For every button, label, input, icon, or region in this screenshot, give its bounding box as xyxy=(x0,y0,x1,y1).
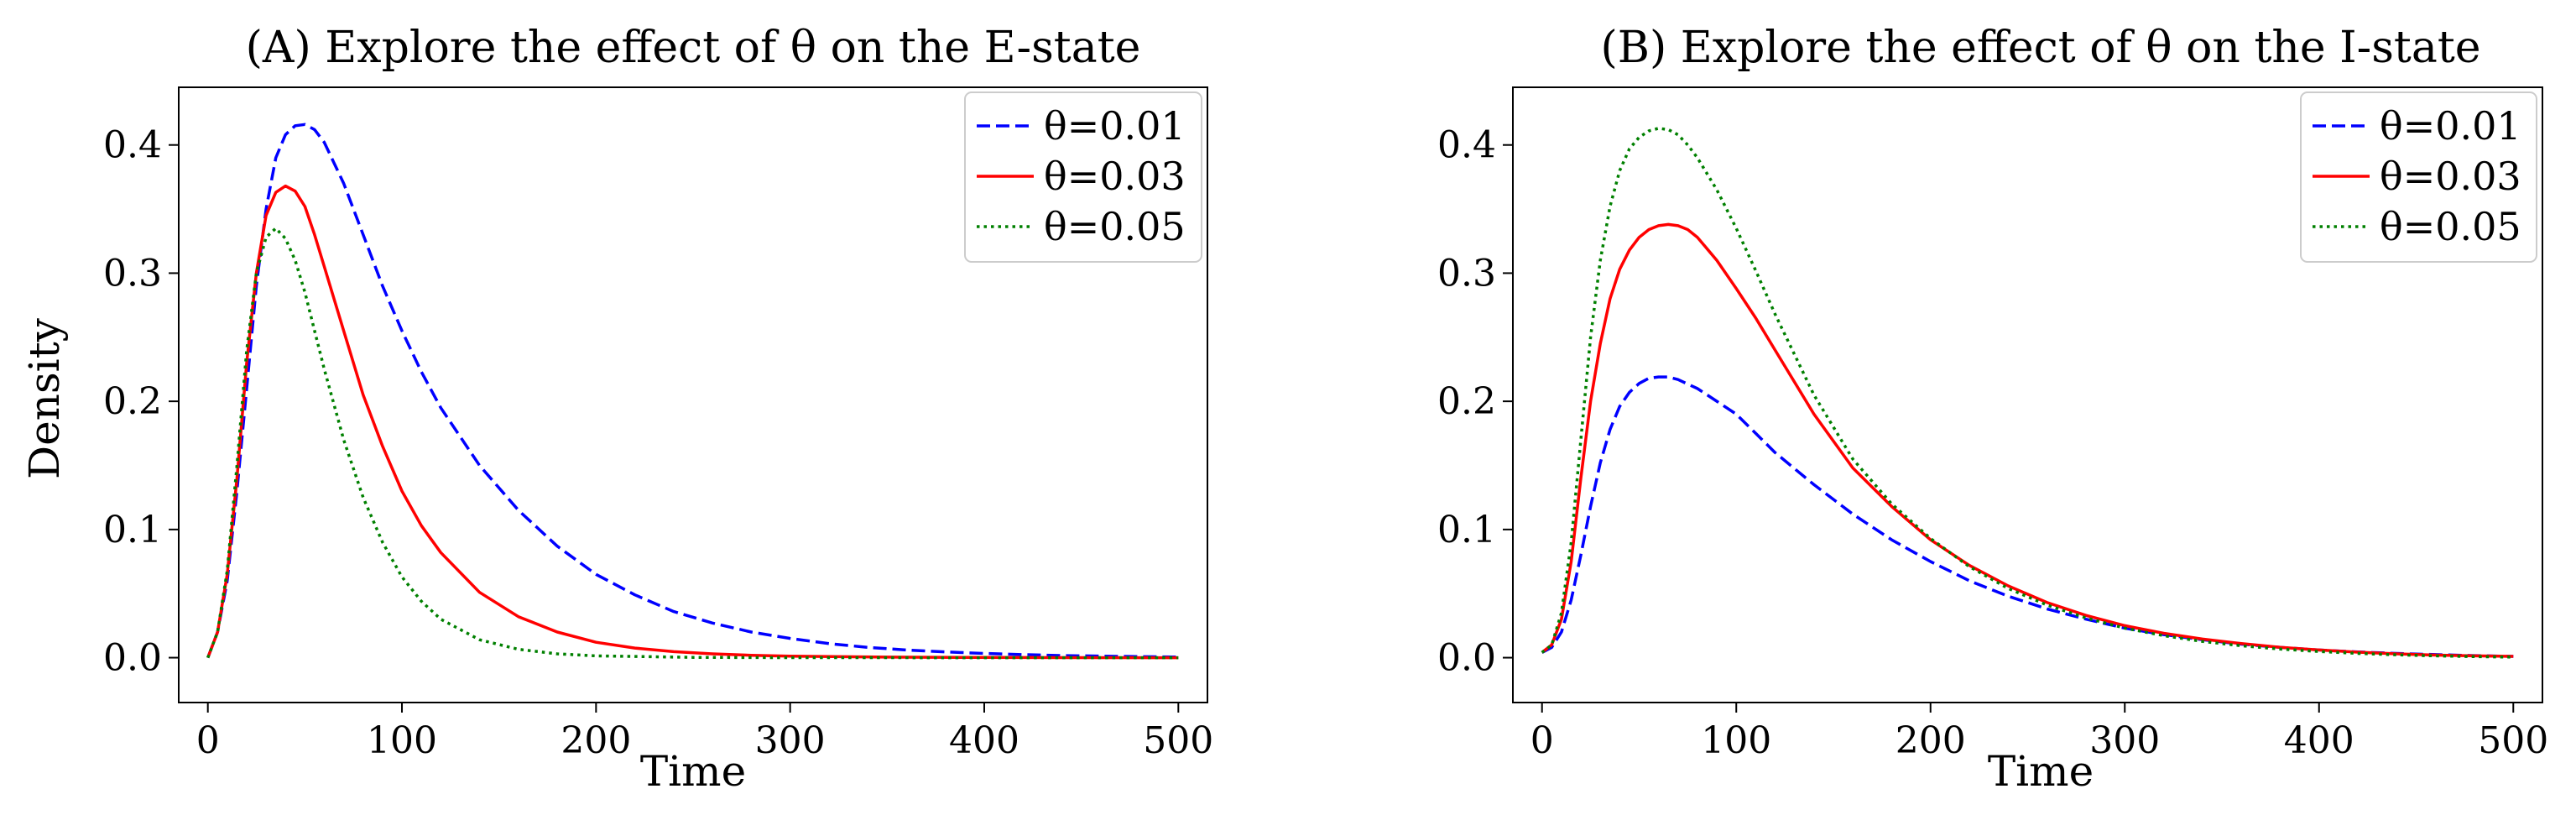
y-tick-label: 0.2 xyxy=(1437,380,1496,423)
y-tick-label: 0.0 xyxy=(103,637,162,680)
y-axis-label-a: Density xyxy=(20,317,69,479)
x-axis-label-a: Time xyxy=(640,747,746,796)
legend-label: θ=0.01 xyxy=(1044,103,1186,149)
y-tick-label: 0.2 xyxy=(103,380,162,423)
series-line-3 xyxy=(206,227,1179,660)
chart-title-b: (B) Explore the effect of θ on the I-sta… xyxy=(1600,23,2480,73)
chart-panel-a: (A) Explore the effect of θ on the E-sta… xyxy=(20,23,1213,796)
x-tick-label: 300 xyxy=(755,719,826,762)
x-tick-label: 500 xyxy=(2478,719,2548,762)
legend-label: θ=0.05 xyxy=(1044,204,1186,249)
x-axis-label-b: Time xyxy=(1988,747,2094,796)
plot-frame-a xyxy=(178,86,1208,703)
legend-label: θ=0.01 xyxy=(2380,103,2521,149)
y-tick-label: 0.1 xyxy=(1437,509,1496,551)
x-tick-label: 400 xyxy=(949,719,1019,762)
legend-label: θ=0.03 xyxy=(1044,154,1186,199)
series-line-1 xyxy=(206,123,1179,659)
y-ticks-b: 0.0 0.1 0.2 0.3 0.4 xyxy=(1437,124,1513,680)
x-tick-label: 200 xyxy=(1895,719,1966,762)
legend-label: θ=0.05 xyxy=(2380,204,2521,249)
x-tick-label: 0 xyxy=(1530,719,1554,762)
x-tick-label: 500 xyxy=(1143,719,1213,762)
series-line-3 xyxy=(1541,127,2514,659)
plot-frame-b xyxy=(1512,86,2543,703)
legend-label: θ=0.03 xyxy=(2380,154,2521,199)
legend-a: θ=0.01 θ=0.03 θ=0.05 xyxy=(964,91,1202,263)
chart-panel-b: (B) Explore the effect of θ on the I-sta… xyxy=(1437,23,2548,796)
series-line-2 xyxy=(1541,222,2514,658)
y-tick-label: 0.3 xyxy=(103,252,162,295)
legend-b: θ=0.01 θ=0.03 θ=0.05 xyxy=(2300,91,2537,263)
y-tick-label: 0.0 xyxy=(1437,637,1496,680)
x-tick-label: 400 xyxy=(2284,719,2354,762)
x-ticks-b: 0 100 200 300 400 500 xyxy=(1530,703,2548,762)
x-tick-label: 300 xyxy=(2089,719,2160,762)
legend-box xyxy=(964,91,1202,263)
legend-box xyxy=(2300,91,2537,263)
y-tick-label: 0.1 xyxy=(103,509,162,551)
x-ticks-a: 0 100 200 300 400 500 xyxy=(196,703,1213,762)
x-tick-label: 100 xyxy=(1701,719,1771,762)
y-tick-label: 0.3 xyxy=(1437,252,1496,295)
y-tick-label: 0.4 xyxy=(1437,124,1496,167)
plot-series-a xyxy=(206,123,1179,660)
y-tick-label: 0.4 xyxy=(103,124,162,167)
x-tick-label: 0 xyxy=(196,719,220,762)
chart-title-a: (A) Explore the effect of θ on the E-sta… xyxy=(246,23,1141,73)
series-line-1 xyxy=(1541,375,2514,658)
x-tick-label: 100 xyxy=(367,719,437,762)
y-ticks-a: 0.0 0.1 0.2 0.3 0.4 xyxy=(103,124,179,680)
plot-series-b xyxy=(1541,127,2514,659)
series-line-2 xyxy=(206,184,1179,660)
x-tick-label: 200 xyxy=(561,719,631,762)
